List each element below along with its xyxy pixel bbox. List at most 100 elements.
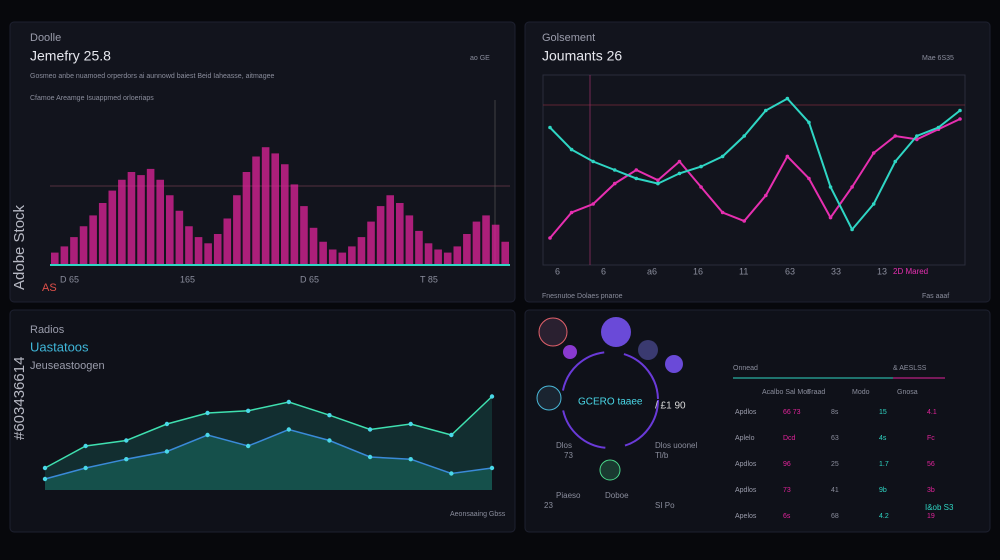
point xyxy=(720,154,725,159)
column-header: Acalbo Sal Mos xyxy=(762,389,811,396)
point xyxy=(245,443,251,449)
point xyxy=(807,176,811,181)
bar xyxy=(118,179,126,265)
point xyxy=(42,476,48,482)
point xyxy=(408,457,413,462)
bar xyxy=(434,249,442,265)
bar xyxy=(338,252,347,265)
bar xyxy=(70,237,78,265)
title: Joumants 26 xyxy=(542,48,622,64)
table-cell: 4.1 xyxy=(927,409,937,416)
bar xyxy=(51,252,59,265)
panel xyxy=(524,21,991,303)
point xyxy=(245,408,251,413)
bar xyxy=(482,215,490,265)
center-label: GCERO taaee xyxy=(578,397,643,408)
corner-label: Fas aaaf xyxy=(922,293,949,300)
footer: Aeonsaaing Gbss xyxy=(450,511,506,518)
x-tick-label: 16 xyxy=(693,266,703,276)
point xyxy=(164,449,170,454)
point xyxy=(327,438,332,443)
bar xyxy=(108,190,117,265)
bar xyxy=(127,172,136,265)
bar xyxy=(319,241,327,265)
watermark-id: #603436614 xyxy=(11,357,28,440)
node-label: SI Po xyxy=(655,501,675,510)
table-cell: Aplelo xyxy=(735,435,755,442)
bar xyxy=(290,184,299,265)
point xyxy=(871,151,876,155)
bar xyxy=(491,224,500,265)
point xyxy=(205,410,210,416)
panel xyxy=(524,309,991,533)
subtitle: Gosmeo anbe nuamoed orperdors ai aunnowd… xyxy=(30,73,274,80)
bar xyxy=(213,234,222,265)
node-label: 23 xyxy=(544,501,553,510)
x-tick-label: 33 xyxy=(831,266,841,276)
bar xyxy=(252,156,260,265)
bar xyxy=(79,226,88,265)
point xyxy=(828,215,833,220)
kicker: Golsement xyxy=(542,32,595,44)
point xyxy=(634,176,639,181)
table-cell: 9b xyxy=(879,487,887,494)
point xyxy=(367,454,373,460)
bar xyxy=(89,215,97,265)
x-tick-label: 6 xyxy=(601,266,606,276)
point xyxy=(548,236,552,240)
bar xyxy=(261,147,270,265)
bar xyxy=(175,210,184,265)
bar xyxy=(348,246,356,265)
table-cell: Dcd xyxy=(783,435,796,442)
bar xyxy=(453,246,462,265)
column-header: Fraad xyxy=(807,389,825,396)
point xyxy=(656,178,660,182)
x-tick-label: 165 xyxy=(180,274,195,284)
bar xyxy=(233,195,241,265)
point xyxy=(83,465,88,471)
x-tick-label: T 85 xyxy=(420,274,438,284)
point xyxy=(612,168,617,172)
x-tick-label: 6 xyxy=(555,266,560,276)
panel xyxy=(9,309,516,533)
area xyxy=(45,429,492,490)
kicker: Radios xyxy=(30,324,65,336)
x-tick-label: 11 xyxy=(739,266,748,276)
bar xyxy=(300,206,308,265)
point xyxy=(936,125,941,130)
point xyxy=(785,154,790,159)
corner-label: AS xyxy=(42,282,57,294)
point xyxy=(656,181,660,186)
point xyxy=(958,108,962,113)
line-series xyxy=(549,97,961,232)
node xyxy=(638,340,658,360)
x-tick-label: D 65 xyxy=(60,274,79,284)
bar xyxy=(367,221,375,265)
ring xyxy=(561,351,659,449)
bar xyxy=(328,249,337,265)
bar xyxy=(194,237,203,265)
bar xyxy=(472,221,481,265)
bar xyxy=(271,153,279,265)
subtitle: Jeuseastoogen xyxy=(30,360,105,372)
table-cell: Fc xyxy=(927,435,935,442)
point xyxy=(634,168,639,172)
node-label: Dlos uoonel xyxy=(655,441,697,450)
node-label: Piaeso xyxy=(556,491,581,500)
point xyxy=(612,181,617,186)
point xyxy=(449,432,454,438)
bar xyxy=(463,234,471,265)
table-cell: 8s xyxy=(831,409,839,416)
table-cell: 19 xyxy=(927,513,935,520)
bar xyxy=(281,164,289,265)
table-header: & AESLSS xyxy=(893,365,927,372)
table-cell: Apdlos xyxy=(735,409,757,416)
table-cell: 6s xyxy=(783,513,791,520)
node-label: Tl/b xyxy=(655,451,669,460)
kicker: Doolle xyxy=(30,32,61,44)
x-tick-label: a6 xyxy=(647,266,657,276)
table-cell: 56 xyxy=(927,461,935,468)
node xyxy=(601,317,631,347)
point xyxy=(124,438,129,443)
